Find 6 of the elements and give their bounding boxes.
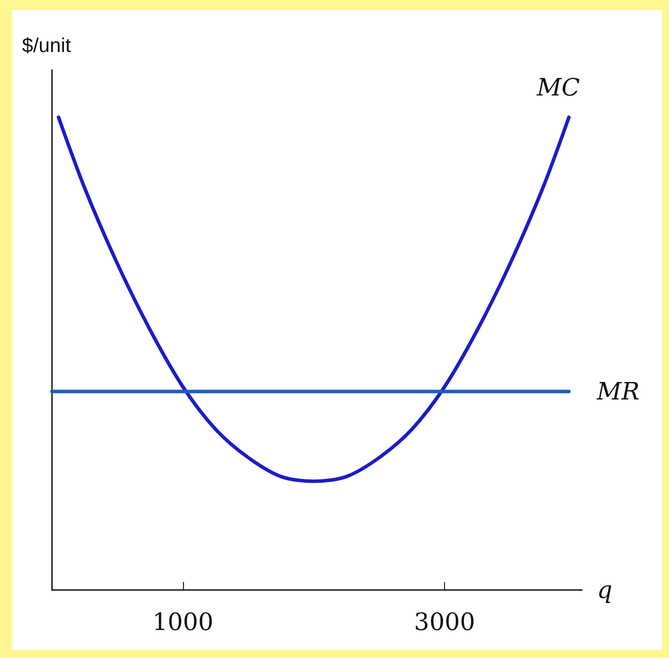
y-axis-title: $/unit xyxy=(22,35,72,57)
x-tick-label: 1000 xyxy=(152,608,214,636)
x-tick-label: 3000 xyxy=(414,608,476,636)
series-label: MC xyxy=(536,73,580,102)
x-axis-title: q xyxy=(597,576,612,604)
series-label: MR xyxy=(596,377,640,406)
